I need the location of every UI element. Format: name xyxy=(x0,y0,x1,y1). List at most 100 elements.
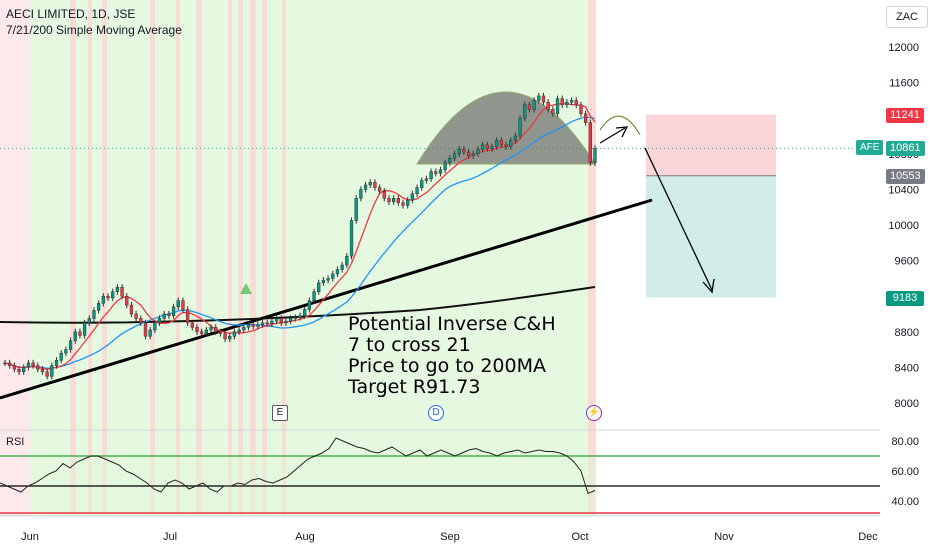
candle-body xyxy=(260,322,265,325)
signal-up-icon xyxy=(240,283,252,294)
candle-body xyxy=(537,95,541,101)
candle-body xyxy=(410,193,415,201)
ma21-line xyxy=(4,116,596,369)
annotation-line: Price to go to 200MA xyxy=(348,355,546,377)
candle-body xyxy=(565,101,569,106)
time-tick-label: Dec xyxy=(858,531,878,543)
candle-body xyxy=(429,171,433,179)
candle-body xyxy=(54,360,59,366)
candle-body xyxy=(574,100,578,106)
support-trendline xyxy=(0,198,653,400)
candle-body xyxy=(452,153,457,159)
candle-body xyxy=(382,190,386,199)
candle-body xyxy=(218,331,223,334)
candle-body xyxy=(466,151,471,156)
up-arrow-head xyxy=(615,126,629,138)
candle-body xyxy=(541,95,546,103)
candle-body xyxy=(462,149,466,153)
candle-body xyxy=(171,306,176,317)
down-arrow-head xyxy=(702,278,715,294)
candle-body xyxy=(204,329,209,334)
currency-button[interactable]: ZAC xyxy=(886,6,928,28)
annotation-line: 7 to cross 21 xyxy=(348,334,471,356)
time-tick-label: Sep xyxy=(440,531,460,543)
chart-annotation: Potential Inverse C&H 7 to cross 21 Pric… xyxy=(348,314,556,398)
split-event-icon[interactable]: ⚡ xyxy=(586,405,602,421)
price-tick-label: 11600 xyxy=(889,78,919,90)
candle-body xyxy=(298,315,302,318)
rsi-tick-label: 40.00 xyxy=(891,496,919,508)
candle-body xyxy=(509,140,513,147)
candle-body xyxy=(579,104,583,114)
candle-body xyxy=(387,198,391,203)
candle-body xyxy=(232,331,237,337)
annotation-line: Target R91.73 xyxy=(348,376,481,398)
candle-body xyxy=(242,327,246,331)
candle-body xyxy=(120,287,124,297)
candle-body xyxy=(373,182,377,188)
rsi-pane xyxy=(0,437,880,516)
rsi-title: RSI xyxy=(6,436,25,448)
dividend-event-icon[interactable]: D xyxy=(428,405,444,421)
rsi-tick-label: 60.00 xyxy=(891,466,919,478)
candle-body xyxy=(8,362,12,366)
candle-body xyxy=(293,317,297,319)
down-arrow-line xyxy=(644,147,713,291)
candle-body xyxy=(485,144,489,149)
candle-body xyxy=(40,368,45,373)
candle-body xyxy=(443,162,447,171)
candle-body xyxy=(68,340,73,350)
candle-body xyxy=(153,322,157,331)
candle-body xyxy=(555,98,560,115)
candle-body xyxy=(396,198,400,204)
candle-body xyxy=(17,368,21,373)
bearish-session-strip xyxy=(282,0,286,516)
candle-body xyxy=(115,287,120,292)
time-tick-label: Oct xyxy=(571,531,588,543)
candle-body xyxy=(391,198,396,203)
candle-body xyxy=(36,365,40,370)
axes: 1200011600112001080010400100009600920088… xyxy=(21,42,919,543)
candle-body xyxy=(438,169,443,174)
bearish-session-strip xyxy=(102,0,107,516)
candle-body xyxy=(237,329,241,333)
candle-body xyxy=(31,362,35,366)
candle-body xyxy=(251,324,255,327)
candle-body xyxy=(12,365,17,370)
price-axis-bg xyxy=(880,0,932,550)
candle-body xyxy=(284,320,288,324)
candle-body xyxy=(363,184,368,190)
earnings-event-icon[interactable]: E xyxy=(272,405,288,421)
candle-body xyxy=(532,100,536,110)
indicator-title: 7/21/200 Simple Moving Average xyxy=(6,23,182,37)
target-zone xyxy=(646,175,776,298)
ma200-line xyxy=(0,286,596,324)
candle-body xyxy=(270,320,274,325)
candle-body xyxy=(200,331,204,334)
candle-body xyxy=(471,153,475,156)
stop-zone xyxy=(646,114,776,176)
candle-body xyxy=(82,322,87,336)
stop-price-tag: 11241 xyxy=(886,107,924,123)
handle-shape xyxy=(599,115,641,136)
annotation-line: Potential Inverse C&H xyxy=(348,313,556,335)
candle-body xyxy=(523,104,527,119)
cup-shape xyxy=(416,91,596,165)
bearish-session-strip xyxy=(88,0,92,516)
rsi-line xyxy=(0,437,596,495)
candle-body xyxy=(3,362,7,365)
candle-body xyxy=(143,322,148,337)
candle-body xyxy=(312,291,316,301)
candle-body xyxy=(214,327,218,333)
candle-body xyxy=(185,309,190,324)
candle-body xyxy=(101,295,105,304)
candle-body xyxy=(64,349,68,354)
candle-body xyxy=(92,310,96,319)
bearish-session-strip xyxy=(250,0,256,516)
bearish-session-strip xyxy=(70,0,76,516)
candle-body xyxy=(96,303,101,311)
bearish-session-strip xyxy=(262,0,267,516)
candle-body xyxy=(50,365,54,377)
